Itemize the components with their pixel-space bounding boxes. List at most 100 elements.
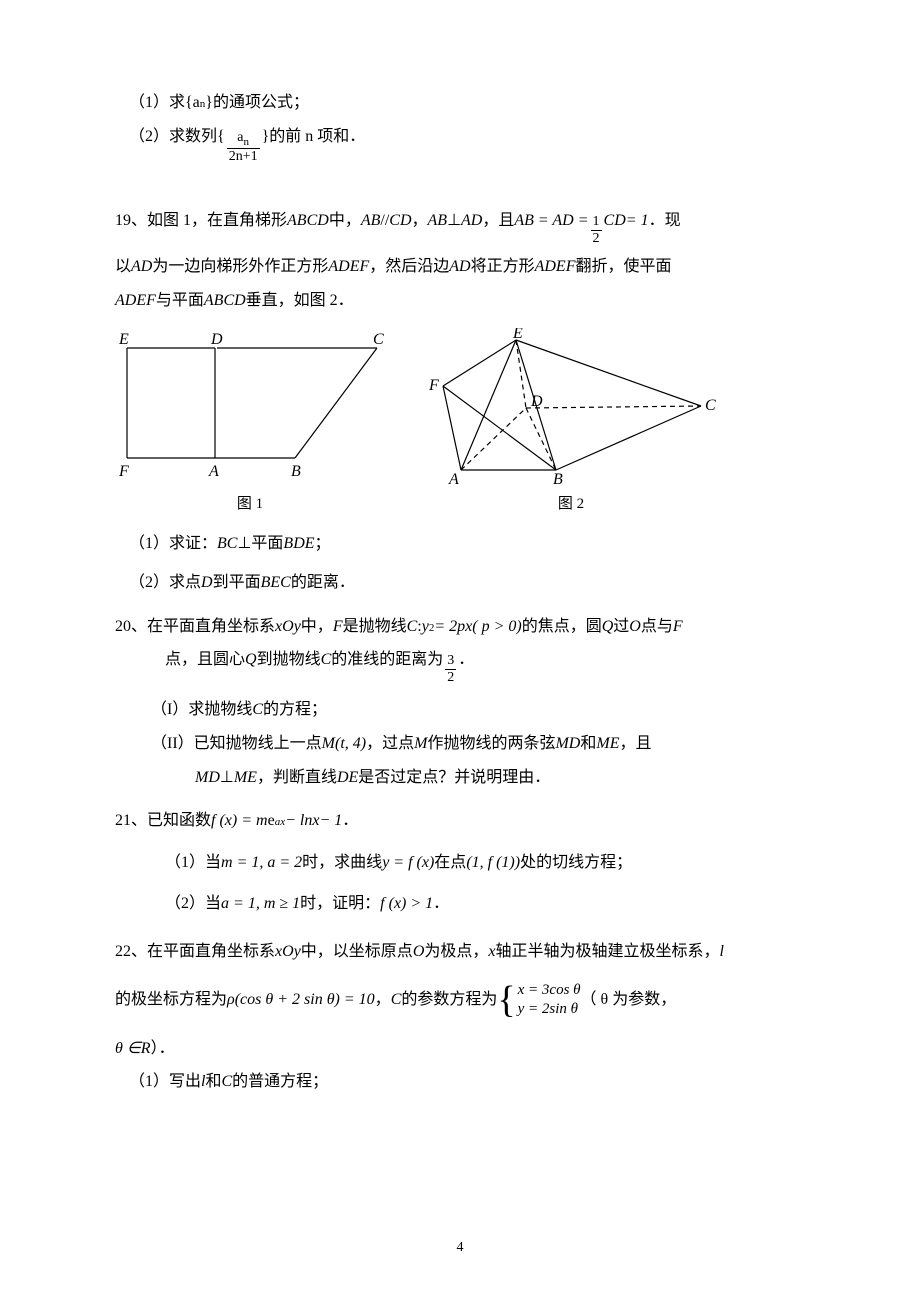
var: O <box>629 614 641 640</box>
text: （I）求抛物线 <box>151 697 252 723</box>
text: （2）当 <box>165 891 221 917</box>
text: 和 <box>205 1069 221 1095</box>
text: 平面 <box>251 531 283 557</box>
text: 的距离． <box>291 570 355 596</box>
var: θ ∈ <box>115 1036 141 1062</box>
text: （1）当 <box>165 850 221 876</box>
var: C <box>321 647 332 673</box>
text: ）． <box>151 1036 175 1062</box>
fig1-label: 图 1 <box>115 492 385 513</box>
pt-D: D <box>210 331 223 348</box>
text: 中，以坐标原点 <box>301 939 413 965</box>
pt-B: B <box>291 463 301 480</box>
var: − ln <box>285 808 312 834</box>
page: （1）求{an}的通项公式； （2）求数列{ an 2n+1 }的前 n 项和．… <box>0 0 920 1302</box>
text: // <box>380 208 389 234</box>
var: a = 1, m ≥ 1 <box>221 891 300 917</box>
q20-sub2a: （II）已知抛物线上一点 M (t, 4) ，过点 M 作抛物线的两条弦 MD … <box>115 731 805 757</box>
text: 的焦点，圆 <box>522 614 602 640</box>
var: ADEF <box>535 254 576 280</box>
text: （II）已知抛物线上一点 <box>151 731 322 757</box>
text: }的前 n 项和． <box>262 124 366 150</box>
text: 将正方形 <box>471 254 535 280</box>
var: = 2 <box>434 614 457 640</box>
pt-A: A <box>208 463 219 480</box>
var: e <box>268 808 275 834</box>
var: MD <box>555 731 580 757</box>
var: M <box>414 731 427 757</box>
pt-C: C <box>373 331 384 348</box>
q22-line2: 的极坐标方程为 ρ (cos θ + 2 sin θ) = 10 ， C 的参数… <box>115 981 805 1020</box>
pt-F: F <box>428 377 439 394</box>
var: CD <box>604 208 626 234</box>
var: ABCD <box>287 208 329 234</box>
var: MD <box>195 765 220 791</box>
denominator: 2n+1 <box>227 148 260 164</box>
text: 的普通方程； <box>232 1069 328 1095</box>
fraction: an 2n+1 <box>227 131 260 165</box>
sup: ax <box>275 814 285 832</box>
text: 在点 <box>434 850 466 876</box>
var: AD <box>461 208 482 234</box>
var: AB = AD = <box>514 208 588 234</box>
var: y <box>422 614 429 640</box>
var: C <box>407 614 418 640</box>
var: x <box>312 808 319 834</box>
var: (cos θ + 2 sin θ) = 10 <box>235 987 375 1013</box>
text: 是抛物线 <box>343 614 407 640</box>
text: 是否过定点？并说明理由． <box>358 765 550 791</box>
text: （1）求{a <box>129 90 200 116</box>
text: 和 <box>580 731 596 757</box>
pt-D: D <box>530 393 543 410</box>
var: ABCD <box>204 288 246 314</box>
var: C <box>252 697 263 723</box>
var: − 1 <box>319 808 342 834</box>
brace-icon: { <box>497 983 515 1017</box>
text: ， <box>375 987 391 1013</box>
var: F <box>333 614 343 640</box>
q19-sub1: （1）求证： BC ⊥ 平面 BDE ； <box>115 531 805 557</box>
sys-row: y = 2sin θ <box>518 1000 581 1020</box>
q19-line2: 以 AD 为一边向梯形外作正方形 ADEF ，然后沿边 AD 将正方形 ADEF… <box>115 254 805 280</box>
text: ⊥ <box>447 208 461 234</box>
q21-line1: 21、 已知函数 f (x) = meax − ln x − 1 ． <box>115 808 805 834</box>
text: ，然后沿边 <box>369 254 449 280</box>
var: R <box>141 1036 151 1062</box>
text: 以 <box>115 254 131 280</box>
text: 的方程； <box>263 697 327 723</box>
text: 点，且圆心 <box>165 647 245 673</box>
text: 点与 <box>641 614 673 640</box>
text: （ θ 为参数， <box>581 987 677 1013</box>
var: AB <box>361 208 381 234</box>
var: BC <box>217 531 237 557</box>
text: 如图 1，在直角梯形 <box>147 208 287 234</box>
var: AB <box>428 208 448 234</box>
fraction-half: 1 2 <box>591 215 602 246</box>
text: ， <box>412 208 428 234</box>
fraction: 3 2 <box>445 654 456 685</box>
q19-line1: 19、 如图 1，在直角梯形 ABCD 中， AB // CD ， AB ⊥ A… <box>115 208 805 246</box>
num: 1 <box>591 215 602 230</box>
var: ( p > 0) <box>472 614 521 640</box>
var: ADEF <box>328 254 369 280</box>
pt-E: E <box>118 331 129 348</box>
text: 中， <box>301 614 333 640</box>
text: ； <box>315 531 331 557</box>
sub: n <box>244 135 250 147</box>
text: 轴正半轴为极轴建立极坐标系， <box>496 939 720 965</box>
pt-C: C <box>705 397 716 414</box>
q-label: 20、 <box>115 614 147 640</box>
var: Q <box>245 647 257 673</box>
pt-B: B <box>553 471 563 488</box>
text: ，且 <box>619 731 651 757</box>
text: 到抛物线 <box>257 647 321 673</box>
var: f (x) > 1 <box>380 891 433 917</box>
text: 的参数方程为 <box>401 987 497 1013</box>
var: AD <box>449 254 470 280</box>
text: 为极点， <box>424 939 488 965</box>
var: F <box>673 614 683 640</box>
q20-line2: 点，且圆心 Q 到抛物线 C 的准线的距离为 3 2 ． <box>115 647 805 685</box>
q22-line1: 22、 在平面直角坐标系 xOy 中，以坐标原点 O 为极点， x 轴正半轴为极… <box>115 939 805 965</box>
var: = 1 <box>626 208 649 234</box>
param-system: { x = 3cos θ y = 2sin θ <box>497 981 580 1020</box>
